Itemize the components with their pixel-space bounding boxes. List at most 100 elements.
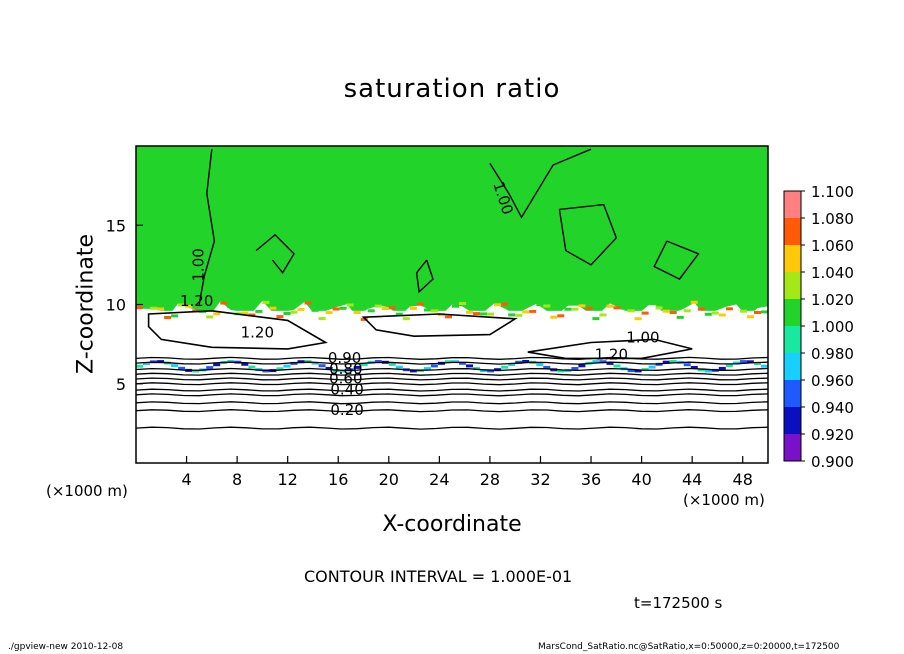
edge-cell	[206, 366, 214, 370]
edge-cell	[360, 363, 368, 367]
colorbar-swatch	[784, 299, 801, 326]
colorbar-swatch	[784, 380, 801, 407]
edge-cell	[536, 363, 544, 367]
colorbar-label: 0.900	[811, 453, 854, 471]
plot-area: 1.001.001.201.201.201.000.900.800.600.40…	[135, 145, 769, 464]
time-stamp: t=172500 s	[634, 594, 723, 612]
contour-line	[198, 149, 216, 305]
edge-cell	[662, 309, 670, 313]
edge-cell	[136, 364, 143, 368]
y-tick-label: 15	[106, 216, 126, 235]
saturated-region	[136, 146, 768, 311]
edge-cell	[290, 310, 298, 314]
edge-cell	[550, 315, 558, 319]
edge-cell	[620, 306, 628, 310]
edge-cell	[641, 311, 649, 315]
edge-cell	[353, 311, 361, 314]
edge-cell	[304, 301, 312, 305]
edge-cell	[332, 307, 340, 311]
edge-cell	[409, 306, 417, 310]
x-tick-label: 16	[328, 470, 348, 489]
y-axis-label: Z-coordinate	[73, 234, 99, 374]
contour-label: 0.20	[330, 401, 363, 419]
colorbar-label: 0.960	[811, 372, 854, 390]
edge-cell	[627, 369, 635, 373]
edge-cell	[648, 302, 656, 306]
x-tick-label: 36	[581, 470, 601, 489]
x-tick-label: 12	[278, 470, 298, 489]
contour-line	[136, 356, 768, 360]
chart-title: saturation ratio	[343, 74, 561, 104]
edge-cell	[262, 300, 270, 304]
colorbar-label: 1.100	[811, 183, 854, 201]
edge-cell	[711, 311, 719, 315]
edge-cell	[761, 364, 768, 368]
contour-line	[415, 259, 434, 294]
edge-cell	[732, 300, 740, 304]
edge-cell	[157, 360, 165, 364]
x-tick-label: 28	[480, 470, 500, 489]
contour-label: 1.00	[626, 328, 659, 346]
contour-label: 1.20	[180, 292, 213, 310]
edge-cell	[445, 315, 452, 319]
edge-cell	[227, 360, 235, 363]
edge-cell	[353, 365, 361, 369]
contour-label: 0.80	[329, 360, 362, 378]
colorbar-label: 1.020	[811, 291, 854, 309]
edge-cell	[480, 312, 488, 316]
x-tick-label: 40	[631, 470, 651, 489]
edge-cell	[599, 313, 607, 317]
contour-line	[527, 338, 693, 360]
edge-cell	[360, 317, 368, 321]
edge-cell	[704, 312, 712, 316]
edge-cell	[754, 362, 761, 365]
edge-cell	[374, 360, 382, 363]
edge-cell	[269, 306, 277, 310]
y-tick-label: 5	[116, 375, 126, 394]
edge-cell	[501, 365, 509, 369]
edge-cell	[227, 305, 235, 309]
x-unit-label-right: (×1000 m)	[683, 491, 765, 509]
colorbar: 0.900 0.920 0.940 0.960 0.980 1.000 1.020 1.040…	[783, 183, 854, 471]
colorbar-label: 1.040	[811, 264, 854, 282]
contour-label: 1.20	[595, 346, 628, 364]
edge-cell	[515, 360, 523, 364]
edge-cell	[395, 312, 403, 316]
colorbar-label: 0.940	[811, 399, 854, 417]
edge-cell	[339, 306, 347, 310]
edge-cell	[459, 302, 466, 305]
contour-line	[489, 148, 592, 219]
contour-line	[361, 313, 518, 338]
edge-cell	[592, 317, 600, 321]
edge-cell	[761, 310, 768, 314]
edge-cell	[452, 360, 459, 364]
x-unit-label-left: (×1000 m)	[46, 482, 128, 500]
edge-cell	[388, 306, 396, 310]
x-tick-label: 4	[181, 470, 191, 489]
edge-cell	[592, 360, 600, 364]
x-tick-label: 24	[429, 470, 449, 489]
edge-cell	[613, 364, 621, 368]
edge-cell	[508, 362, 516, 366]
contour-line	[136, 377, 768, 381]
edge-cell	[718, 366, 726, 370]
edge-cell	[297, 360, 305, 364]
edge-cell	[494, 303, 502, 307]
edge-cell	[430, 309, 438, 313]
edge-cell	[487, 369, 495, 373]
edge-cell	[522, 310, 530, 314]
edge-cell	[746, 360, 754, 364]
edge-cell	[346, 303, 354, 307]
edge-cell	[543, 365, 551, 369]
edge-cell	[683, 309, 691, 313]
colorbar-swatch	[784, 326, 801, 353]
colorbar-swatch	[784, 245, 801, 272]
x-axis-label: X-coordinate	[382, 512, 522, 537]
edge-cell	[452, 304, 459, 308]
contour-line	[136, 426, 768, 430]
colorbar-swatch	[784, 218, 801, 245]
edge-cell	[487, 312, 495, 316]
edge-cell	[150, 306, 157, 310]
footer-source: MarsCond_SatRatio.nc@SatRatio,x=0:50000,…	[538, 642, 840, 652]
